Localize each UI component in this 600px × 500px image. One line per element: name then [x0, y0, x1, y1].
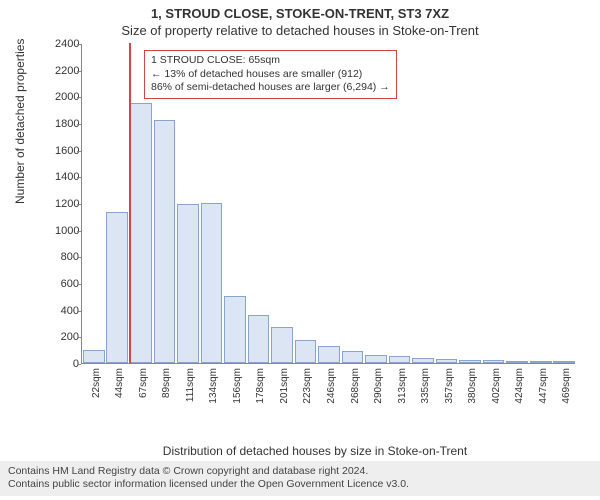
histogram-bar [224, 296, 246, 363]
histogram-bar [459, 360, 481, 363]
page-title-2: Size of property relative to detached ho… [0, 21, 600, 38]
y-tick-label: 1200 [55, 198, 79, 210]
y-tick-label: 2000 [55, 91, 79, 103]
y-tick-label: 2200 [55, 65, 79, 77]
y-tick-label: 400 [55, 305, 79, 317]
histogram-bar [130, 103, 152, 363]
annotation-line: 86% of semi-detached houses are larger (… [151, 81, 390, 95]
page-title-1: 1, STROUD CLOSE, STOKE-ON-TRENT, ST3 7XZ [0, 0, 600, 21]
histogram-bar [365, 355, 387, 363]
footer-line-2: Contains public sector information licen… [8, 478, 592, 492]
y-tick-label: 1800 [55, 118, 79, 130]
x-axis-label: Distribution of detached houses by size … [55, 444, 575, 458]
histogram-bar [436, 359, 458, 363]
histogram-bar [318, 346, 340, 363]
y-tick-label: 1600 [55, 145, 79, 157]
histogram-bar [106, 212, 128, 363]
histogram-bar [389, 356, 411, 363]
y-axis-label: Number of detached properties [13, 39, 27, 204]
y-tick-mark [77, 364, 81, 365]
y-tick-label: 1000 [55, 225, 79, 237]
chart-container: Number of detached properties 0200400600… [55, 44, 575, 404]
footer-line-1: Contains HM Land Registry data © Crown c… [8, 465, 592, 479]
y-tick-label: 1400 [55, 171, 79, 183]
histogram-bar [177, 204, 199, 363]
histogram-bar [248, 315, 270, 363]
annotation-line: 1 STROUD CLOSE: 65sqm [151, 54, 390, 68]
histogram-bar [201, 203, 223, 363]
y-tick-label: 600 [55, 278, 79, 290]
y-tick-label: 800 [55, 251, 79, 263]
histogram-bar [530, 361, 552, 363]
y-tick-label: 0 [55, 358, 79, 370]
histogram-bar [412, 358, 434, 363]
y-tick-label: 2400 [55, 38, 79, 50]
histogram-bar [154, 120, 176, 363]
marker-line [129, 43, 131, 363]
histogram-bar [271, 327, 293, 363]
histogram-bar [553, 361, 575, 363]
histogram-bar [295, 340, 317, 363]
histogram-bar [83, 350, 105, 363]
annotation-line: ← 13% of detached houses are smaller (91… [151, 68, 390, 82]
y-tick-label: 200 [55, 331, 79, 343]
histogram-bar [342, 351, 364, 363]
histogram-bar [483, 360, 505, 363]
footer: Contains HM Land Registry data © Crown c… [0, 461, 600, 496]
annotation-box: 1 STROUD CLOSE: 65sqm← 13% of detached h… [144, 50, 397, 99]
histogram-bar [506, 361, 528, 363]
plot-area: 22sqm44sqm67sqm89sqm111sqm134sqm156sqm17… [81, 44, 575, 364]
